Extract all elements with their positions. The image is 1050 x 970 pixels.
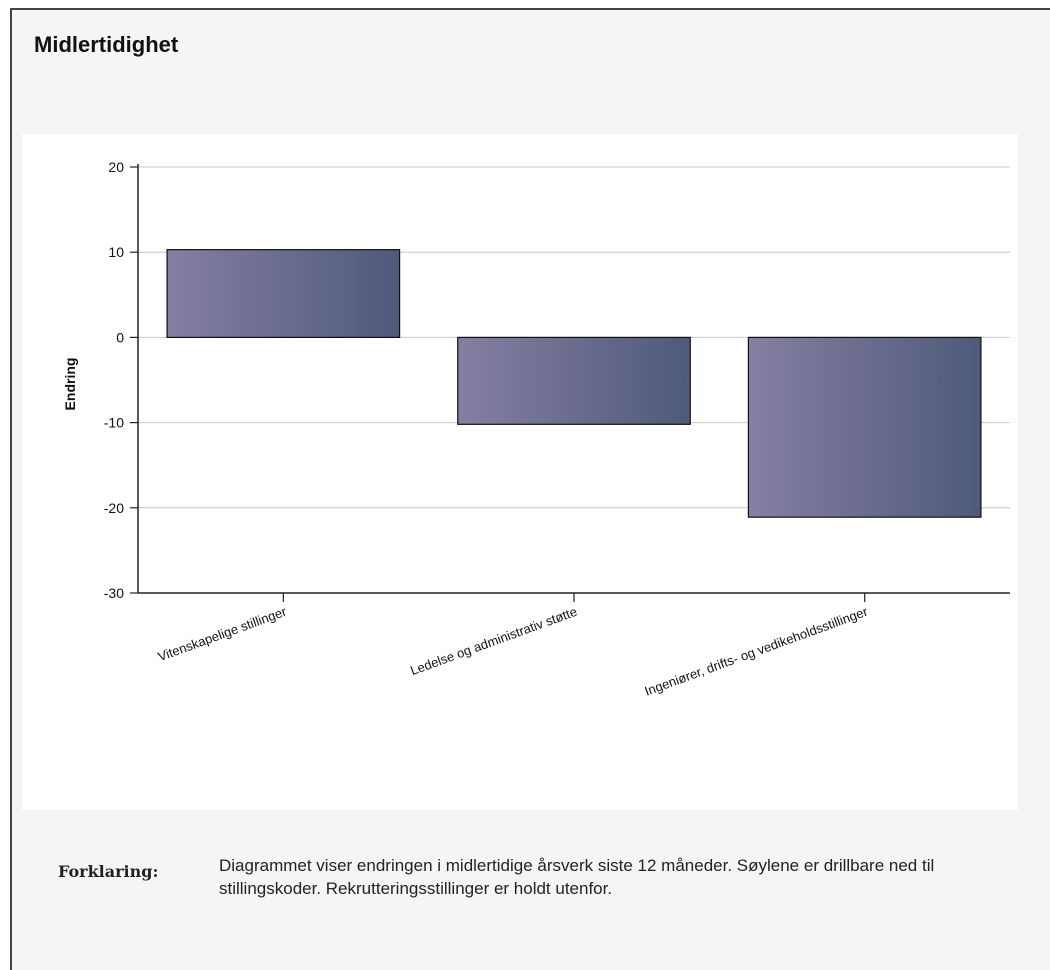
- bar: [457, 336, 691, 425]
- chart-area: 20 10 0 -10 -20 -30 Vitenskapelige stillinger L…: [22, 134, 1018, 810]
- y-tick-label: 20: [108, 159, 124, 175]
- panel-title: Midlertidighet: [34, 32, 179, 57]
- x-tick-label: Vitenskapelige stillinger: [156, 603, 289, 664]
- y-tick-label: 0: [116, 329, 124, 345]
- bar: [166, 249, 401, 338]
- y-tick-label: -30: [104, 585, 124, 601]
- x-tick-label: Ledelse og administrativ støtte: [408, 604, 579, 678]
- y-tick-label: -20: [104, 500, 124, 516]
- y-tick-label: 10: [108, 244, 124, 260]
- x-tick-label: Ingeniører, drifts- og vedikeholdsstilli…: [643, 603, 871, 698]
- y-axis-label: Endring: [62, 358, 78, 411]
- explanation-label: Forklaring:: [58, 862, 159, 881]
- y-tick-label: -10: [104, 415, 124, 431]
- bar-chart: 20 10 0 -10 -20 -30 Vitenskapelige stillinger L…: [62, 159, 1010, 699]
- explanation-text: Diagrammet viser endringen i midlertidig…: [219, 856, 935, 898]
- bar: [747, 336, 982, 518]
